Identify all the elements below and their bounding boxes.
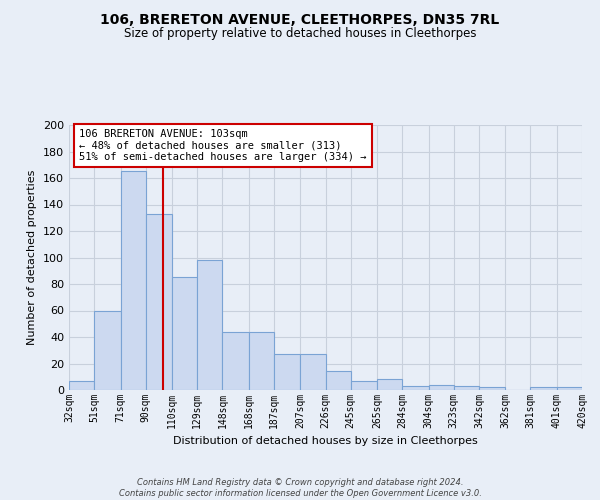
Y-axis label: Number of detached properties: Number of detached properties [28, 170, 37, 345]
Bar [402, 386, 428, 390]
Text: 106 BRERETON AVENUE: 103sqm
← 48% of detached houses are smaller (313)
51% of se: 106 BRERETON AVENUE: 103sqm ← 48% of det… [79, 129, 367, 162]
Bar [223, 332, 249, 390]
Bar [274, 354, 301, 390]
Bar [428, 384, 454, 390]
Bar [249, 332, 274, 390]
Bar [557, 388, 582, 390]
Bar [146, 214, 172, 390]
Bar [197, 260, 223, 390]
Bar [479, 388, 505, 390]
Bar [530, 388, 557, 390]
Bar [325, 372, 350, 390]
Bar [121, 172, 146, 390]
Bar [69, 380, 94, 390]
Bar [377, 380, 402, 390]
Bar [350, 380, 377, 390]
X-axis label: Distribution of detached houses by size in Cleethorpes: Distribution of detached houses by size … [173, 436, 478, 446]
Bar [94, 310, 121, 390]
Text: Size of property relative to detached houses in Cleethorpes: Size of property relative to detached ho… [124, 28, 476, 40]
Bar [454, 386, 479, 390]
Bar [172, 278, 197, 390]
Text: 106, BRERETON AVENUE, CLEETHORPES, DN35 7RL: 106, BRERETON AVENUE, CLEETHORPES, DN35 … [100, 12, 500, 26]
Text: Contains HM Land Registry data © Crown copyright and database right 2024.
Contai: Contains HM Land Registry data © Crown c… [119, 478, 481, 498]
Bar [301, 354, 325, 390]
